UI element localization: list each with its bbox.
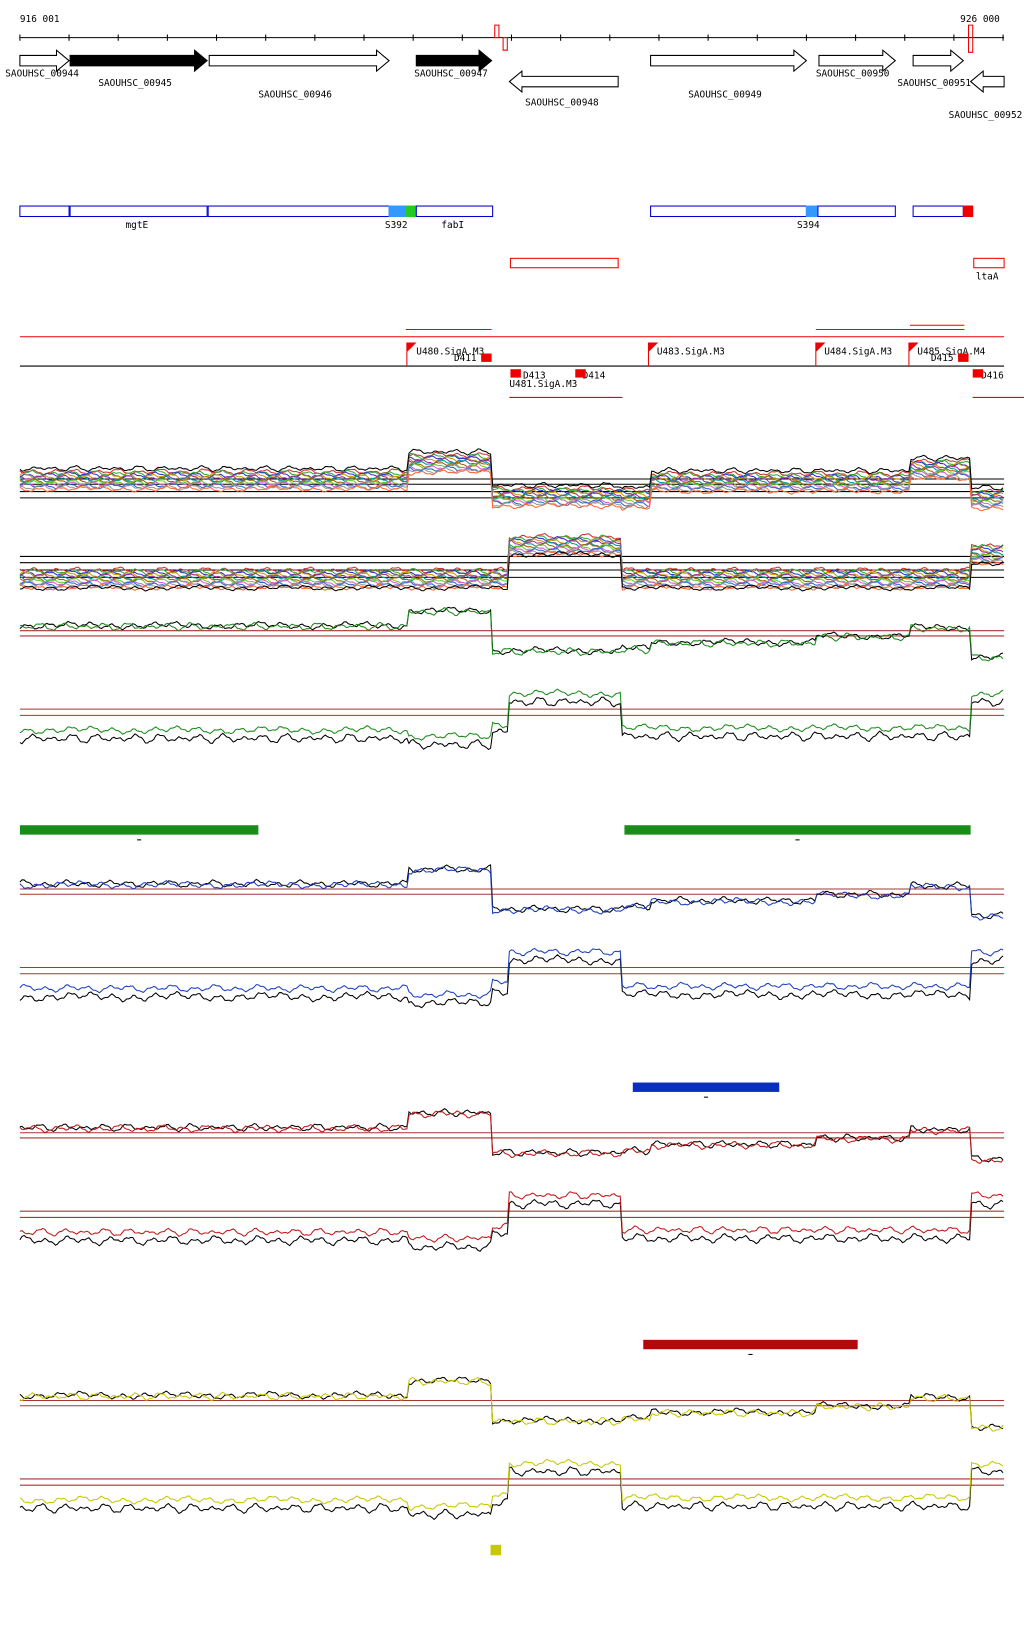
profile-line [19,468,1004,512]
feature-box [509,257,619,269]
ruler-end: 926 000 [960,14,1000,25]
regulatory-label: U485.SigA.M4 [917,347,985,358]
gene-label: SAOUHSC_00944 [5,68,79,79]
gene-arrow [19,49,70,73]
cluster-bar [19,825,259,835]
promoter-flag [406,342,417,367]
profile-line [19,1198,1004,1252]
profile-line [19,1458,1004,1511]
feature-box [912,205,964,218]
feature-box [650,205,807,218]
feature-box [388,205,407,218]
feature-label: S394 [797,220,820,231]
profile-line [19,606,1004,661]
feature-box [19,205,70,218]
regulatory-label: D413 [523,371,546,382]
profile-line [19,864,1004,920]
gene-label: SAOUHSC_00945 [98,78,172,89]
promoter-flag [908,342,919,367]
profile-line [19,607,1004,662]
profile-line [19,454,1004,497]
terminator [575,369,586,378]
regulatory-label: D416 [981,371,1004,382]
ruler-start: 916 001 [20,14,60,25]
terminator [972,369,984,378]
gene-label: SAOUHSC_00946 [258,89,332,100]
feature-box [805,205,818,218]
profile-line [19,452,1004,496]
gene-arrow [969,70,1005,94]
ruler-markers [494,24,974,53]
regulatory-label: D415 [931,353,954,364]
feature-box [415,205,494,218]
feature-label: ltaA [976,271,999,282]
feature-box [207,205,390,218]
regulatory-label: U480.SigA.M3 [416,347,484,358]
feature-label: mgtE [126,220,149,231]
profile-line [19,1191,1004,1243]
profile-line [19,954,1004,1009]
gene-label: SAOUHSC_00951 [897,78,971,89]
regulatory-label: U484.SigA.M3 [824,347,892,358]
profile-line [19,545,1004,587]
promoter-flag [815,342,826,367]
terminator [510,369,521,378]
terminator [958,353,969,362]
cluster-bar [624,825,971,835]
profile-line [19,696,1004,751]
regulatory-label: U481.SigA.M3 [509,379,577,390]
gene-label: SAOUHSC_00948 [525,98,599,109]
profile-line [19,540,1004,582]
profile-line [19,467,1004,510]
cluster-bar [632,1082,780,1092]
profile-line [19,448,1004,491]
gene-arrow [818,49,897,73]
feature-label: fabI [441,220,464,231]
gene-arrow [912,49,965,73]
profile-line [19,947,1004,999]
feature-box [962,205,974,218]
profile-line [19,462,1004,505]
gene-label: SAOUHSC_00949 [688,89,762,100]
profile-line [19,1110,1004,1164]
terminator [481,353,492,362]
gene-label: SAOUHSC_00952 [949,110,1023,121]
gene-label: SAOUHSC_00950 [816,68,890,79]
profile-line [19,550,1004,592]
profile-line [19,1466,1004,1521]
gene-arrow [69,49,208,73]
regulatory-label: D414 [583,371,606,382]
feature-box [973,257,1005,269]
regulatory-label: U483.SigA.M3 [657,347,725,358]
profile-line [19,534,1004,576]
gene-arrow [208,49,390,73]
gene-arrow [650,49,808,73]
feature-box [69,205,208,218]
profile-line [19,866,1004,921]
profile-line [19,1376,1004,1432]
feature-box [405,205,417,218]
cluster-bar [490,1544,502,1556]
profile-line [19,688,1004,741]
feature-box [817,205,896,218]
promoter-flag [647,342,659,367]
regulatory-label: D411 [454,353,477,364]
gene-arrow [415,49,493,73]
cluster-bar [643,1339,858,1350]
profile-line [19,459,1004,502]
profile-line [19,1108,1004,1163]
gene-label: SAOUHSC_00947 [414,68,488,79]
feature-label: S392 [385,220,408,231]
gene-arrow [508,70,619,94]
